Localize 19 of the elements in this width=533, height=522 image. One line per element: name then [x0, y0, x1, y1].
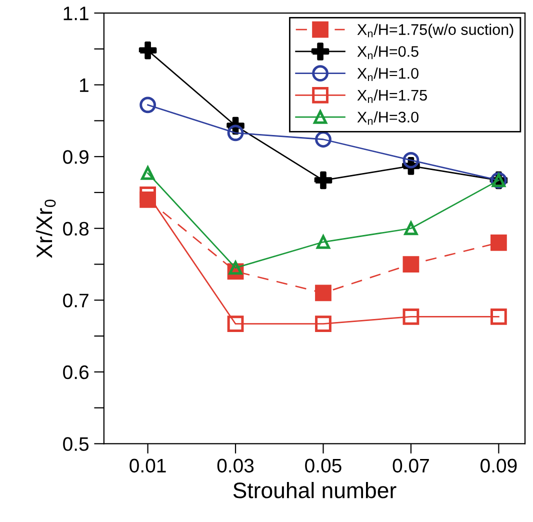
y-tick-label: 1.1: [64, 6, 88, 20]
y-tick-label: 1: [80, 78, 88, 92]
y-tick-label: 0.5: [63, 437, 89, 451]
y-axis-title: Xr/Xr$_{0}$: [36, 200, 56, 258]
x-tick-label: 0.01: [130, 458, 166, 473]
y-tick-label: 0.6: [63, 365, 88, 380]
legend-label: X$_{n}$/H=1.75: [357, 89, 427, 103]
x-tick-label: 0.09: [480, 458, 517, 473]
y-tick-label: 0.7: [63, 294, 88, 308]
legend-label: X$_{n}$/H=1.75(w/o suction): [357, 24, 514, 38]
x-axis-title: Strouhal number: [233, 482, 396, 498]
x-tick-label: 0.07: [392, 458, 429, 473]
x-tick-label: 0.03: [217, 458, 254, 473]
x-tick-label: 0.05: [305, 458, 342, 473]
legend-label: X$_{n}$/H=3.0: [357, 111, 418, 125]
y-tick-label: 0.9: [63, 150, 88, 164]
y-tick-label: 0.8: [63, 222, 89, 236]
legend-label: X$_{n}$/H=0.5: [357, 46, 418, 60]
legend-label: X$_{n}$/H=1.0: [357, 68, 418, 82]
